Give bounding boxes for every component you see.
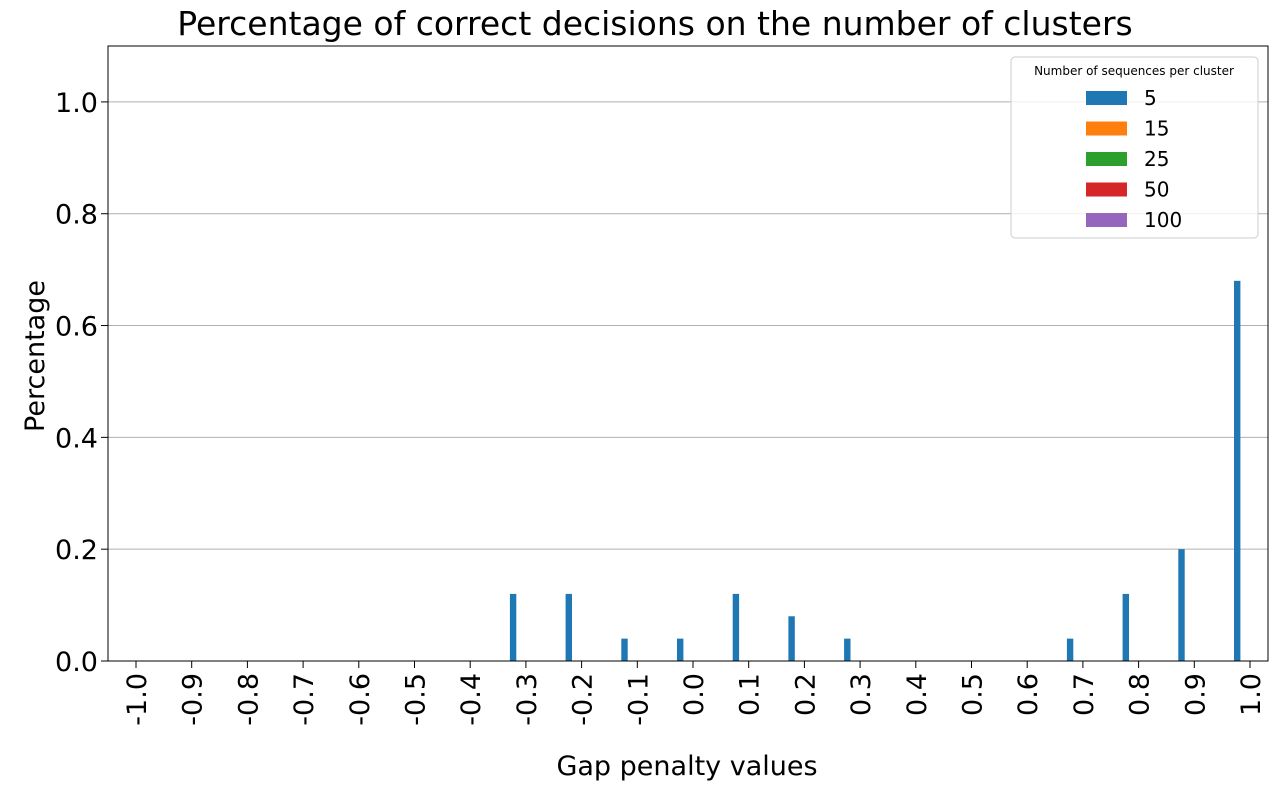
- x-tick-label: -0.9: [178, 673, 209, 726]
- legend-swatch: [1086, 182, 1127, 197]
- x-tick-label: -0.1: [623, 673, 654, 726]
- legend-entry: 5: [1144, 86, 1157, 110]
- y-tick-label: 1.0: [55, 88, 98, 119]
- x-tick-label: 0.1: [735, 673, 766, 716]
- y-tick-label: 0.8: [55, 200, 98, 231]
- bar-series-5-0.8: [1122, 593, 1129, 661]
- x-tick-label: -1.0: [122, 673, 153, 726]
- bar-series-5--0.1: [621, 638, 628, 661]
- plot-frame: [107, 45, 1269, 662]
- x-tick-label: 0.6: [1013, 673, 1044, 716]
- x-tick-label: -0.3: [512, 673, 543, 726]
- y-tick-label: 0.0: [55, 647, 98, 678]
- legend-entry: 25: [1144, 147, 1169, 171]
- x-axis-label: Gap penalty values: [556, 751, 817, 782]
- x-tick-label: 0.5: [958, 673, 989, 716]
- x-tick-label: -0.6: [345, 673, 376, 726]
- x-axis-ticks: -1.0 -0.9 -0.8 -0.7 -0.6 -0.5 -0.4 -0.3 -0.2 -0.1…: [122, 661, 1267, 726]
- x-tick-label: -0.8: [233, 673, 264, 726]
- bar-series-5-0.7: [1066, 638, 1074, 661]
- bars: [509, 280, 1241, 661]
- x-tick-label: -0.7: [289, 673, 320, 726]
- x-tick-label: 0.9: [1180, 673, 1211, 716]
- bar-series-5-0.9: [1178, 549, 1185, 661]
- y-tick-label: 0.2: [55, 535, 98, 566]
- legend-swatch: [1086, 152, 1127, 166]
- legend-swatch: [1086, 213, 1127, 227]
- x-tick-label: 0.8: [1125, 673, 1156, 716]
- x-tick-label: 1.0: [1236, 673, 1267, 716]
- x-tick-label: 0.4: [902, 673, 933, 716]
- bar-series-5-0.0: [677, 638, 684, 661]
- chart-title: Percentage of correct decisions on the n…: [177, 4, 1132, 43]
- bar-series-5-1.0: [1234, 280, 1241, 661]
- x-tick-label: 0.7: [1069, 673, 1100, 716]
- y-tick-label: 0.4: [55, 423, 98, 454]
- y-axis-ticks: 0.0 0.2 0.4 0.6 0.8 1.0: [55, 88, 108, 678]
- legend-swatch: [1086, 91, 1127, 105]
- x-tick-label: -0.2: [568, 673, 599, 726]
- x-tick-label: -0.4: [456, 673, 487, 726]
- y-axis-label: Percentage: [20, 280, 51, 432]
- bar-series-5-0.1: [732, 593, 740, 661]
- x-tick-label: 0.3: [846, 673, 877, 716]
- bar-series-5--0.3: [509, 593, 517, 661]
- legend-swatch: [1086, 121, 1127, 136]
- x-tick-label: 0.2: [790, 673, 821, 716]
- bar-series-5--0.2: [565, 593, 572, 661]
- legend-entry: 100: [1144, 208, 1182, 232]
- x-tick-label: 0.0: [679, 673, 710, 716]
- bar-series-5-0.3: [844, 638, 851, 661]
- bar-series-5-0.2: [788, 616, 795, 661]
- y-tick-label: 0.6: [55, 312, 98, 343]
- legend: Number of sequences per cluster 5 15 25 50 1…: [1010, 56, 1259, 239]
- legend-box: [1010, 56, 1259, 239]
- legend-entry: 50: [1144, 178, 1169, 202]
- legend-title: Number of sequences per cluster: [1034, 64, 1234, 78]
- legend-entry: 15: [1144, 117, 1169, 141]
- x-tick-label: -0.5: [401, 673, 432, 726]
